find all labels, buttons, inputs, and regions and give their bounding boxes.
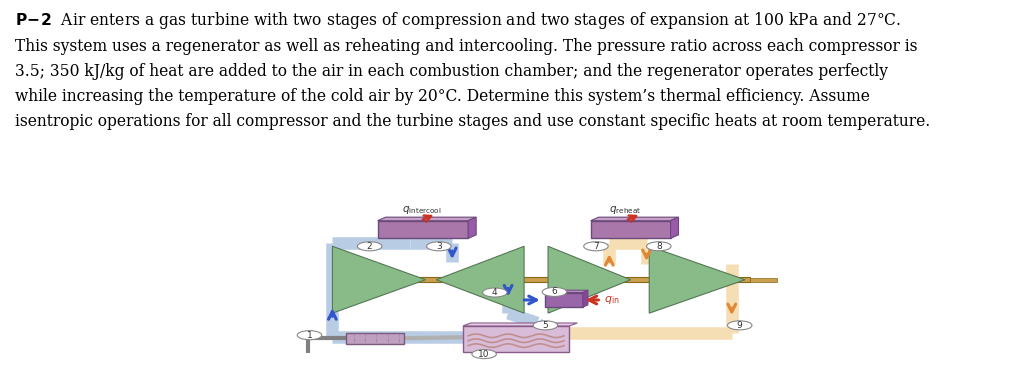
- Polygon shape: [468, 217, 476, 238]
- Circle shape: [482, 288, 507, 297]
- Text: 8: 8: [656, 242, 662, 251]
- Text: 3: 3: [436, 242, 441, 251]
- Circle shape: [534, 321, 558, 330]
- Bar: [751, 278, 777, 282]
- Text: $q_{\rm in}$: $q_{\rm in}$: [604, 294, 620, 306]
- Text: 9: 9: [737, 321, 742, 330]
- Bar: [546, 292, 583, 307]
- Circle shape: [542, 287, 566, 296]
- Polygon shape: [378, 217, 476, 221]
- Circle shape: [584, 242, 608, 251]
- Text: 10: 10: [478, 350, 489, 359]
- Bar: [378, 221, 468, 238]
- Polygon shape: [333, 246, 426, 313]
- Polygon shape: [671, 217, 679, 238]
- Text: 5: 5: [543, 321, 548, 330]
- Text: $q_{\rm reheat}$: $q_{\rm reheat}$: [609, 205, 641, 216]
- Circle shape: [472, 350, 497, 359]
- Circle shape: [297, 330, 322, 340]
- Bar: [361, 277, 751, 283]
- Polygon shape: [649, 246, 745, 313]
- Polygon shape: [583, 290, 588, 307]
- Text: 4: 4: [492, 288, 498, 297]
- Polygon shape: [546, 290, 588, 292]
- Polygon shape: [436, 246, 524, 313]
- Bar: [346, 333, 404, 344]
- Text: $q_{\rm intercool}$: $q_{\rm intercool}$: [401, 205, 441, 216]
- Text: 6: 6: [552, 287, 557, 296]
- Circle shape: [427, 242, 452, 251]
- Polygon shape: [591, 217, 679, 221]
- Text: 2: 2: [367, 242, 373, 251]
- Text: $\mathbf{P\!-\!2}$  Air enters a gas turbine with two stages of compression and : $\mathbf{P\!-\!2}$ Air enters a gas turb…: [15, 10, 931, 130]
- Polygon shape: [548, 246, 631, 313]
- Bar: [463, 326, 569, 351]
- Circle shape: [646, 242, 671, 251]
- Circle shape: [727, 321, 752, 330]
- Text: 1: 1: [306, 331, 312, 340]
- Text: 7: 7: [593, 242, 599, 251]
- Circle shape: [357, 242, 382, 251]
- Bar: [591, 221, 671, 238]
- Polygon shape: [463, 323, 578, 326]
